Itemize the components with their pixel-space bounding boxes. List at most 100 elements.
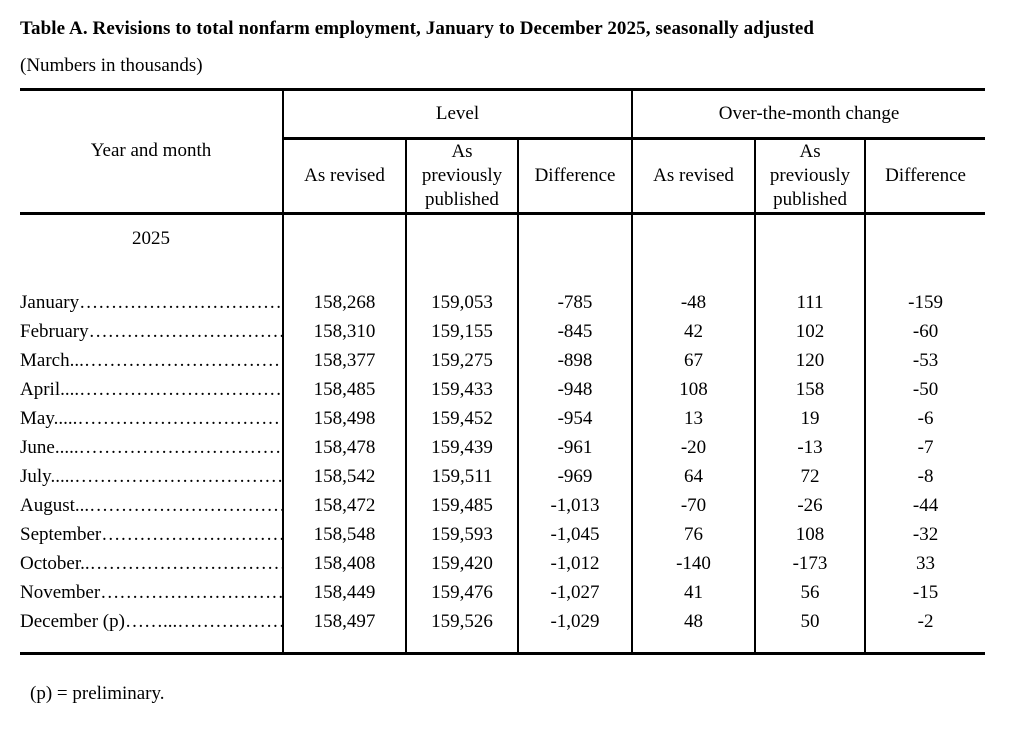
cell-change-as-revised: -140: [632, 549, 757, 579]
table-row: December (p)……...…………………… 158,497 159,52…: [20, 607, 985, 637]
cell-change-as-revised: -70: [632, 491, 757, 521]
month-label: May.....…………………………………: [20, 404, 284, 434]
cell-change-as-previously-published: 56: [755, 578, 867, 608]
sub-header-row: As revised As previously published Diffe…: [20, 138, 986, 215]
cell-change-difference: -15: [912, 582, 939, 604]
cell-level-as-revised: 158,498: [283, 404, 407, 434]
month-label: September……………………………: [20, 520, 284, 550]
cell-change-difference: -50: [912, 379, 939, 401]
cell-change-as-previously-published: 120: [755, 346, 867, 376]
cell-change-as-revised: 108: [632, 375, 757, 405]
col-header-change-difference: Difference: [865, 138, 986, 215]
cell-level-as-previously-published: 159,433: [406, 375, 519, 405]
cell-level-difference: -1,029: [518, 607, 634, 637]
cell-change-as-revised: -48: [632, 288, 757, 318]
cell-change-as-revised: 13: [632, 404, 757, 434]
table-row: February……………………………… 158,310 159,155 -84…: [20, 317, 985, 347]
table-row: April....………………………………… 158,485 159,433 -…: [20, 375, 985, 405]
table-row: January………………………………… 158,268 159,053 -78…: [20, 288, 985, 318]
table-row: September…………………………… 158,548 159,593 -1,…: [20, 520, 985, 550]
month-label: August...………………………………: [20, 491, 284, 521]
month-label: November……………………………: [20, 578, 284, 608]
cell-level-as-previously-published: 159,511: [406, 462, 519, 492]
table-row: May.....………………………………… 158,498 159,452 -9…: [20, 404, 985, 434]
table-row: June.....………………………………… 158,478 159,439 -…: [20, 433, 985, 463]
cell-change-as-revised: 76: [632, 520, 757, 550]
cell-level-as-revised: 158,478: [283, 433, 407, 463]
cell-level-as-revised: 158,449: [283, 578, 407, 608]
spacer-row: [20, 262, 985, 289]
month-label: July.....…………………………………: [20, 462, 284, 492]
cell-change-as-revised: 67: [632, 346, 757, 376]
month-label: April....…………………………………: [20, 375, 284, 405]
cell-level-difference: -1,027: [518, 578, 634, 608]
cell-change-difference: -7: [917, 437, 934, 459]
month-label: June.....…………………………………: [20, 433, 284, 463]
cell-level-difference: -961: [518, 433, 634, 463]
cell-level-as-revised: 158,472: [283, 491, 407, 521]
cell-level-as-revised: 158,408: [283, 549, 407, 579]
cell-level-difference: -1,045: [518, 520, 634, 550]
bottom-spacer-row: [20, 636, 985, 654]
cell-change-as-previously-published: -173: [755, 549, 867, 579]
cell-level-as-previously-published: 159,275: [406, 346, 519, 376]
cell-level-difference: -954: [518, 404, 634, 434]
cell-level-as-revised: 158,377: [283, 346, 407, 376]
table-row: March...………………………………… 158,377 159,275 -8…: [20, 346, 985, 376]
cell-level-as-revised: 158,548: [283, 520, 407, 550]
cell-change-difference: -44: [912, 495, 939, 517]
cell-change-difference: -8: [917, 466, 934, 488]
month-label: October..………………………………: [20, 549, 284, 579]
cell-level-as-previously-published: 159,439: [406, 433, 519, 463]
cell-change-difference: 33: [916, 553, 936, 575]
col-header-level-as-revised: As revised: [283, 138, 407, 215]
cell-level-as-revised: 158,310: [283, 317, 407, 347]
cell-level-as-previously-published: 159,155: [406, 317, 519, 347]
cell-change-as-previously-published: 108: [755, 520, 867, 550]
cell-level-difference: -898: [518, 346, 634, 376]
cell-change-difference: -60: [912, 321, 939, 343]
cell-change-difference: -159: [908, 292, 943, 314]
cell-level-as-revised: 158,268: [283, 288, 407, 318]
cell-change-as-previously-published: 158: [755, 375, 867, 405]
cell-level-as-previously-published: 159,452: [406, 404, 519, 434]
cell-level-as-previously-published: 159,420: [406, 549, 519, 579]
cell-change-as-revised: 41: [632, 578, 757, 608]
cell-level-difference: -1,012: [518, 549, 634, 579]
col-header-level-as-previously-published: As previously published: [406, 138, 519, 215]
cell-change-difference: -2: [917, 611, 934, 633]
cell-level-as-revised: 158,485: [283, 375, 407, 405]
cell-change-as-previously-published: 111: [755, 288, 867, 318]
cell-level-difference: -845: [518, 317, 634, 347]
cell-level-as-revised: 158,497: [283, 607, 407, 637]
col-header-label: As revised: [304, 164, 385, 186]
col-header-year-and-month: Year and month: [20, 89, 284, 215]
cell-level-as-previously-published: 159,593: [406, 520, 519, 550]
cell-level-difference: -785: [518, 288, 634, 318]
col-group-over-the-month-change: Over-the-month change: [632, 89, 986, 140]
footnote: (p) = preliminary.: [30, 682, 165, 704]
cell-change-as-previously-published: 102: [755, 317, 867, 347]
col-header-change-as-revised: As revised: [632, 138, 757, 215]
cell-change-as-previously-published: 50: [755, 607, 867, 637]
cell-change-difference: -6: [917, 408, 934, 430]
cell-change-difference: -32: [912, 524, 939, 546]
cell-change-as-revised: 64: [632, 462, 757, 492]
cell-change-difference: -53: [912, 350, 939, 372]
cell-level-difference: -969: [518, 462, 634, 492]
table-row: August...……………………………… 158,472 159,485 -1…: [20, 491, 985, 521]
cell-change-as-previously-published: 19: [755, 404, 867, 434]
year-row: 2025: [20, 213, 985, 263]
table-row: November…………………………… 158,449 159,476 -1,0…: [20, 578, 985, 608]
table-subtitle: (Numbers in thousands): [20, 54, 203, 76]
col-header-label: Difference: [534, 164, 616, 186]
month-label: December (p)……...……………………: [20, 607, 284, 637]
col-header-label: As previously published: [769, 141, 851, 210]
group-header-row: Year and month Level Over-the-month chan…: [20, 89, 986, 215]
cell-change-as-revised: 48: [632, 607, 757, 637]
cell-level-as-previously-published: 159,485: [406, 491, 519, 521]
col-header-level-difference: Difference: [518, 138, 634, 215]
month-label: February………………………………: [20, 317, 284, 347]
col-header-label: As revised: [653, 164, 734, 186]
